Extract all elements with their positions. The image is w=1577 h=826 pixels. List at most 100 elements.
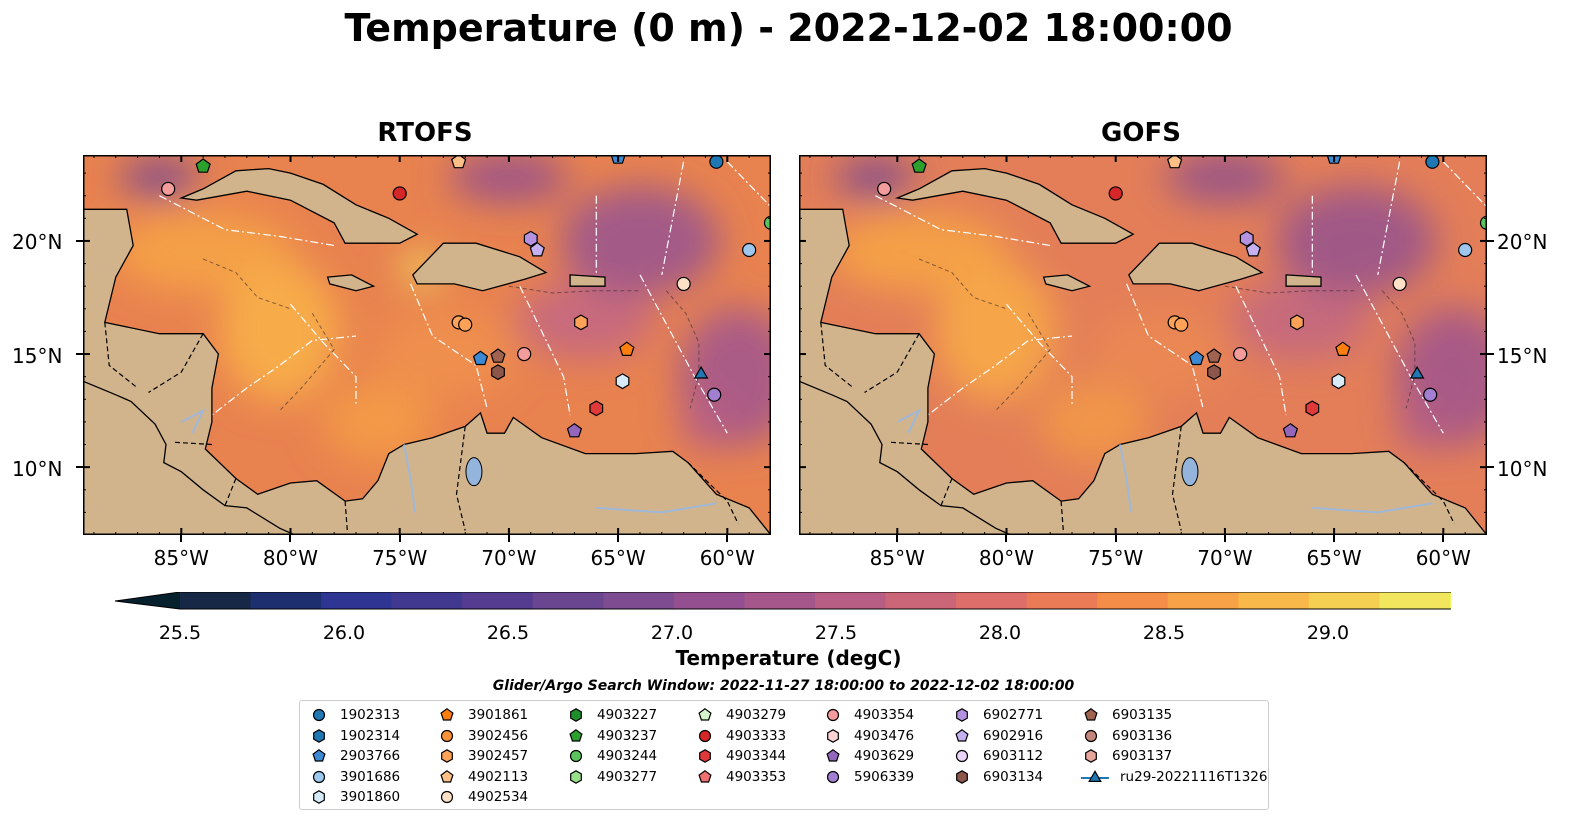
eez-boundary-line — [159, 195, 335, 247]
lat-tick-mark — [76, 353, 83, 356]
legend-item: 1902314 — [308, 726, 400, 747]
colorbar-extend-high — [1450, 592, 1512, 609]
legend-item: 4903476 — [822, 726, 914, 747]
legend-marker-icon — [1084, 729, 1098, 742]
legend-item: 6902771 — [951, 705, 1043, 726]
legend-column: 4903227 4903237 4903244 4903277 — [565, 705, 657, 787]
legend-item: 4903227 — [565, 705, 657, 726]
colorbar-tick-label: 27.0 — [650, 622, 694, 644]
float-marker — [1335, 341, 1351, 356]
colorbar-segment — [180, 592, 252, 609]
float-marker — [911, 158, 927, 173]
panel-title-rtofs: RTOFS — [377, 118, 473, 148]
float-marker — [491, 364, 505, 381]
map-canvas — [83, 155, 771, 535]
colorbar-segment — [1308, 592, 1380, 609]
float-marker — [676, 276, 691, 292]
river-line — [596, 502, 717, 514]
lon-tick-mark — [617, 535, 620, 542]
colorbar-segment — [603, 592, 675, 609]
legend-marker-icon — [955, 728, 969, 742]
river-line — [1312, 502, 1433, 514]
colorbar-segment — [673, 592, 745, 609]
map-frame — [799, 155, 1487, 535]
legend-item: 3901861 — [436, 705, 528, 726]
lon-label: 60°W — [699, 546, 755, 570]
legend-item: 2903766 — [308, 746, 400, 767]
float-marker — [517, 346, 532, 362]
legend-item: 1902313 — [308, 705, 400, 726]
float-marker — [1305, 400, 1320, 417]
colorbar-tick-label: 26.5 — [486, 622, 530, 644]
legend-label: 6902916 — [983, 727, 1044, 744]
lon-tick-mark — [1114, 535, 1117, 542]
float-marker — [1233, 346, 1248, 362]
legend-item: 4903353 — [694, 767, 786, 788]
colorbar-segment — [462, 592, 534, 609]
legend-item: 4903629 — [822, 746, 914, 767]
legend: 1902313 1902314 2903766 3901686 3901860 39018… — [299, 700, 1269, 810]
eez-boundary-line — [1126, 283, 1204, 409]
depth-contour-line — [202, 258, 291, 310]
legend-item: 6903137 — [1080, 746, 1267, 767]
land-cuba — [178, 167, 419, 244]
lon-tick-mark — [726, 535, 729, 542]
colorbar-tick-label: 25.5 — [158, 622, 202, 644]
float-marker — [589, 400, 604, 417]
float-marker — [693, 365, 709, 379]
colorbar-segment — [391, 592, 463, 609]
legend-label: 4903354 — [854, 707, 915, 724]
colorbar-segment — [532, 592, 604, 609]
legend-marker-icon — [441, 749, 453, 764]
lon-tick-mark — [180, 535, 183, 542]
legend-label: 6903137 — [1112, 748, 1173, 765]
legend-item: 5906339 — [822, 767, 914, 788]
float-marker — [877, 181, 892, 197]
land-puertorico — [1285, 274, 1322, 287]
legend-label: 6903134 — [983, 768, 1044, 785]
legend-item: 6903112 — [951, 746, 1043, 767]
colorbar-segment — [1238, 592, 1310, 609]
colorbar-tick-label: 26.0 — [322, 622, 366, 644]
legend-marker-icon — [698, 708, 712, 721]
legend-marker-icon — [956, 769, 968, 784]
legend-item: 6903134 — [951, 767, 1043, 788]
legend-marker-icon — [698, 769, 712, 783]
lon-tick-mark — [896, 535, 899, 542]
lat-label-10n-right: 10°N — [1497, 457, 1548, 481]
legend-item: 3902456 — [436, 726, 528, 747]
legend-column: 6903135 6903136 6903137 ru29-20221116T1326 — [1080, 705, 1267, 787]
depth-contour-line — [995, 313, 1051, 411]
colorbar-segment — [321, 592, 393, 609]
colorbar-segment — [885, 592, 957, 609]
country-border-line — [687, 462, 739, 524]
float-marker — [392, 186, 407, 201]
river-line — [180, 408, 206, 434]
float-marker — [458, 317, 473, 332]
colorbar-segment — [1097, 592, 1169, 609]
lat-tick-mark — [76, 239, 83, 242]
eez-boundary-line — [875, 195, 1051, 247]
legend-marker-icon — [826, 749, 840, 762]
lake-maracaibo — [465, 457, 483, 487]
float-marker — [615, 373, 630, 390]
legend-marker-icon — [312, 749, 326, 762]
float-marker — [529, 241, 545, 257]
legend-marker-icon — [570, 708, 582, 723]
float-marker — [707, 387, 722, 402]
legend-label: 4903476 — [854, 727, 915, 744]
colorbar-tick-label: 29.0 — [1306, 622, 1350, 644]
float-marker — [1479, 215, 1487, 230]
legend-label: 4903333 — [726, 727, 787, 744]
country-border-line — [820, 322, 854, 389]
float-marker — [1425, 155, 1440, 169]
float-marker — [1409, 365, 1425, 379]
legend-marker-icon — [699, 749, 711, 764]
float-marker — [161, 181, 176, 197]
float-marker — [490, 348, 506, 363]
legend-column: 1902313 1902314 2903766 3901686 3901860 — [308, 705, 400, 808]
legend-marker-icon — [827, 728, 839, 743]
figure-title: Temperature (0 m) - 2022-12-02 18:00:00 — [344, 6, 1233, 50]
river-line — [403, 444, 416, 513]
legend-item: 6903136 — [1080, 726, 1267, 747]
